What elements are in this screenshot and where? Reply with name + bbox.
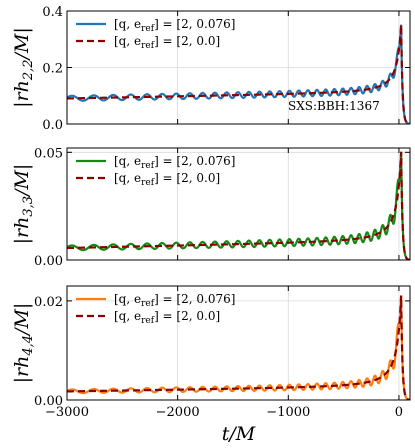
panel-2: 0.00 0.05 |rh3,3/M| [q, eref] = [2, 0.076][… [11,146,411,269]
legend-label-2: [q, eref] = [2, 0.0] [114,34,220,51]
y-tick-label: 0.00 [34,254,63,269]
plot-frame [66,285,411,401]
y-tick-label: 0.00 [34,394,63,409]
y-tick-label: 0.05 [34,146,63,161]
series-line-2 [67,295,410,400]
legend: [q, eref] = [2, 0.076][q, eref] = [2, 0.… [76,154,235,188]
simulation-id-annotation: SXS:BBH:1367 [288,99,380,113]
x-tick-label: −1000 [266,405,310,420]
y-tick-label: 0.4 [42,5,63,20]
y-tick-label: 0.2 [42,62,63,77]
legend-label-1: [q, eref] = [2, 0.076] [114,17,235,34]
legend-label-2: [q, eref] = [2, 0.0] [114,171,220,188]
series-line-2 [67,151,410,260]
legend-label-1: [q, eref] = [2, 0.076] [114,154,235,171]
x-axis-label: t/M [222,423,256,445]
plot-frame [66,147,411,261]
x-tick-label: −3000 [45,405,89,420]
legend: [q, eref] = [2, 0.076][q, eref] = [2, 0.… [76,292,235,326]
panel-3: 0.00 0.02 −3000 −2000 −1000 0 |rh4,4/M| [q, ere… [11,285,411,445]
y-axis-label: |rh2,2/M| [11,27,36,108]
y-tick-label: 0.0 [42,118,63,133]
y-tick-label: 0.02 [34,295,63,310]
x-tick-label: 0 [395,405,403,420]
x-tick-label: −2000 [156,405,200,420]
y-axis-label: |rh4,4/M| [11,303,36,384]
panel-1: 0.0 0.2 0.4 |rh2,2/M| [q, eref] = [2, 0.076]… [11,5,411,133]
legend-label-2: [q, eref] = [2, 0.0] [114,309,220,326]
legend-label-1: [q, eref] = [2, 0.076] [114,292,235,309]
y-axis-label: |rh3,3/M| [11,164,36,245]
series-line-2 [67,24,410,124]
legend: [q, eref] = [2, 0.076][q, eref] = [2, 0.… [76,17,235,51]
